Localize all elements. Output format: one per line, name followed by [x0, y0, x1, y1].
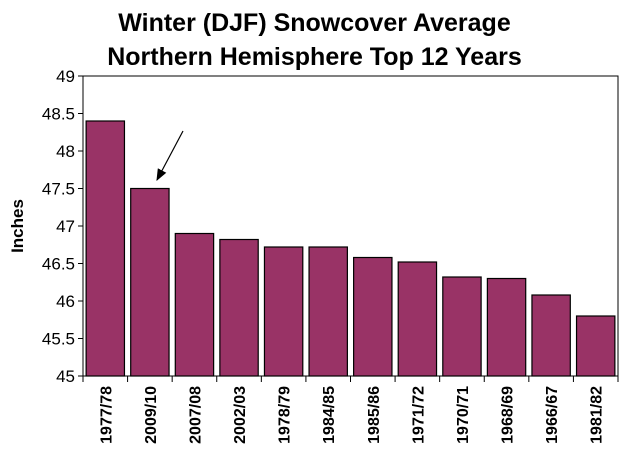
- y-tick-label: 47: [56, 217, 75, 236]
- bar-1971-72: [397, 261, 438, 377]
- x-tick-label: 1981/82: [589, 386, 606, 444]
- x-tick-label: 1971/72: [410, 386, 427, 444]
- bar-1970-71: [442, 276, 482, 377]
- x-tick-label: 2007/08: [187, 386, 204, 444]
- y-axis-title: Inches: [8, 199, 27, 253]
- x-tick-label: 2002/03: [232, 386, 249, 444]
- x-tick-label: 1977/78: [98, 386, 115, 444]
- x-axis: 1977/78 2009/10 2007/08 2002/03 1978/79 1984/…: [82, 376, 619, 444]
- x-tick-label: 1978/79: [277, 386, 294, 444]
- x-tick-label: 1984/85: [321, 386, 338, 444]
- bar-2009-10: [130, 187, 170, 377]
- x-tick-label: 1966/67: [544, 386, 561, 444]
- chart-title-line-1: Winter (DJF) Snowcover Average: [118, 9, 511, 37]
- y-tick-label: 46: [56, 292, 75, 311]
- y-tick-label: 48: [56, 142, 75, 161]
- y-tick-label: 49: [56, 67, 75, 86]
- bar-1978-79: [263, 246, 304, 377]
- bar-1977-78: [85, 120, 126, 377]
- x-tick-label: 1970/71: [455, 386, 472, 444]
- bar-1966-67: [531, 294, 571, 377]
- bar-1968-69: [486, 277, 527, 377]
- chart-title: Winter (DJF) Snowcover Average Northern …: [0, 6, 629, 74]
- y-tick-label: 46.5: [42, 255, 75, 274]
- bar-2002-03: [219, 238, 259, 377]
- x-tick-label: 1968/69: [500, 386, 517, 444]
- chart-title-line-2: Northern Hemisphere Top 12 Years: [107, 43, 522, 71]
- bar-1985-86: [353, 256, 393, 377]
- bar-1984-85: [308, 246, 348, 377]
- bar-1981-82: [575, 315, 616, 377]
- bars: [85, 120, 616, 377]
- plot-area: [82, 75, 619, 377]
- y-tick-label: 47.5: [42, 180, 75, 199]
- y-tick-label: 45: [56, 367, 75, 386]
- x-tick-label: 2009/10: [143, 386, 160, 444]
- x-tick-label: 1985/86: [366, 386, 383, 444]
- y-tick-label: 48.5: [42, 105, 75, 124]
- bar-2007-08: [174, 232, 215, 377]
- y-tick-label: 45.5: [42, 330, 75, 349]
- y-axis: 45 45.5 46 46.5 47 47.5 48 48.5 49: [42, 67, 83, 386]
- annotation-arrow: [156, 130, 184, 182]
